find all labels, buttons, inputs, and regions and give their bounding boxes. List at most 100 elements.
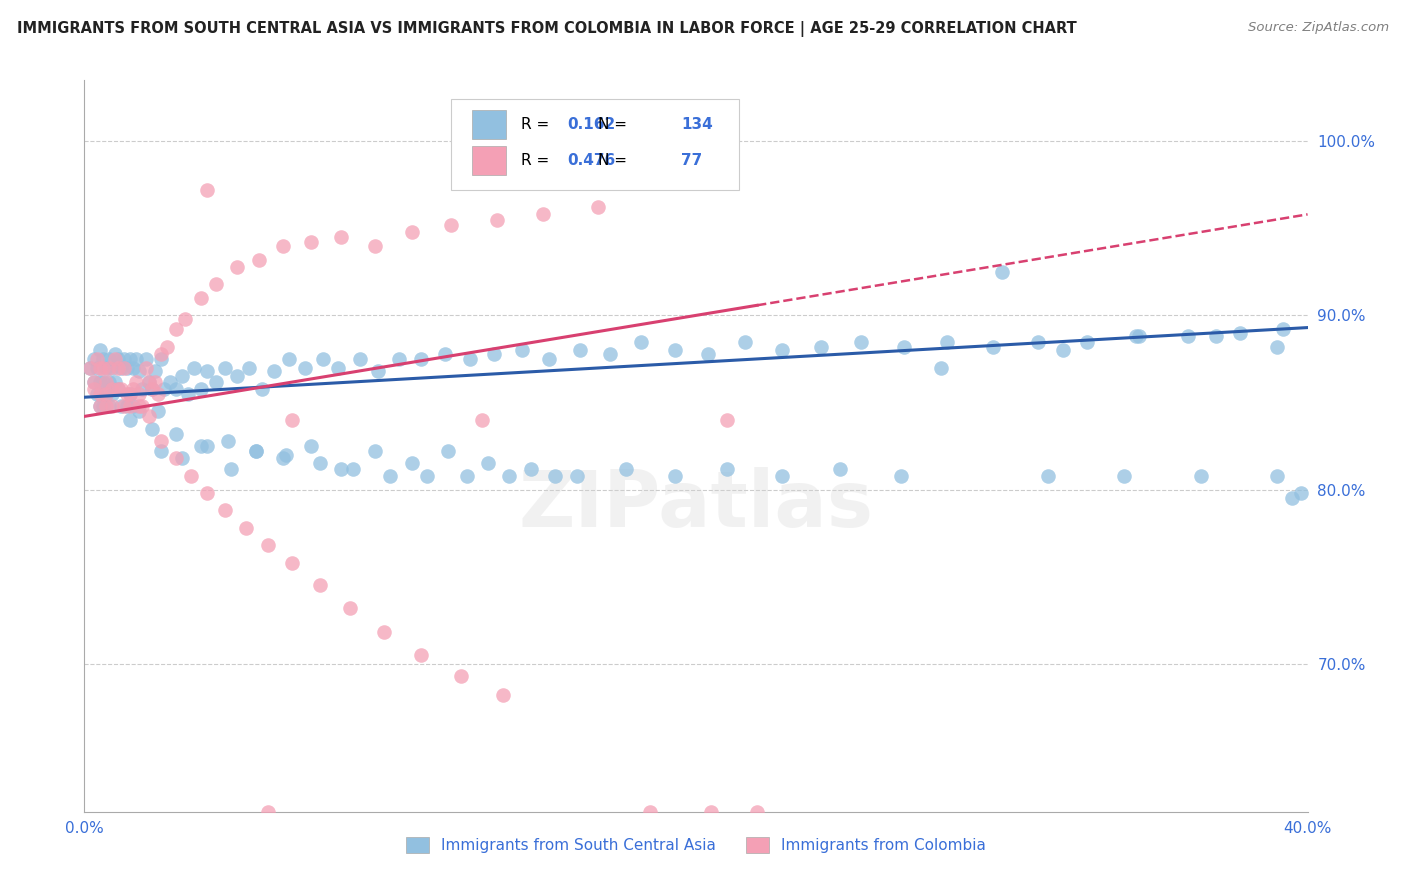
Point — [94, 375, 117, 389]
Point — [482, 347, 505, 361]
Point — [190, 291, 212, 305]
Point — [520, 461, 543, 475]
Point — [149, 444, 172, 458]
Point — [177, 386, 200, 401]
Point — [565, 468, 588, 483]
Text: 77: 77 — [682, 153, 703, 169]
Point — [91, 375, 114, 389]
Point — [107, 382, 129, 396]
Point — [165, 322, 187, 336]
Point — [149, 351, 172, 366]
Point — [700, 805, 723, 819]
Point — [141, 382, 163, 396]
Point — [638, 805, 661, 819]
Point — [339, 601, 361, 615]
Point — [1177, 329, 1199, 343]
Point — [716, 461, 738, 475]
Point — [125, 375, 148, 389]
Point — [89, 399, 111, 413]
Point — [477, 457, 499, 471]
Text: R =: R = — [522, 117, 550, 132]
Point — [94, 386, 117, 401]
Point — [492, 688, 515, 702]
Point — [981, 340, 1004, 354]
Point — [245, 444, 267, 458]
Point — [104, 375, 127, 389]
Point — [110, 382, 132, 396]
Point — [122, 399, 145, 413]
Point — [174, 311, 197, 326]
Point — [531, 207, 554, 221]
Point — [97, 351, 120, 366]
Point — [138, 375, 160, 389]
Point — [183, 360, 205, 375]
Point — [250, 382, 273, 396]
Point — [149, 434, 172, 448]
Point — [143, 364, 166, 378]
Point — [458, 351, 481, 366]
Text: R =: R = — [522, 153, 550, 169]
Point — [538, 351, 561, 366]
Point — [257, 805, 280, 819]
Point — [120, 413, 142, 427]
Point — [342, 461, 364, 475]
Point — [141, 421, 163, 435]
Point — [437, 444, 460, 458]
Point — [165, 382, 187, 396]
Point — [364, 238, 387, 252]
Point — [276, 448, 298, 462]
Point — [91, 399, 114, 413]
Point — [245, 444, 267, 458]
Point — [664, 343, 686, 358]
Point — [614, 461, 637, 475]
Point — [112, 399, 135, 413]
Point — [238, 360, 260, 375]
Point — [195, 486, 218, 500]
Point — [401, 225, 423, 239]
FancyBboxPatch shape — [472, 146, 506, 176]
Point — [91, 351, 114, 366]
Point — [135, 360, 157, 375]
Point — [364, 444, 387, 458]
Point — [330, 230, 353, 244]
Point — [128, 386, 150, 401]
Point — [86, 351, 108, 366]
Point — [101, 399, 124, 413]
Point — [568, 343, 591, 358]
Point — [456, 468, 478, 483]
Point — [135, 351, 157, 366]
Point — [1128, 329, 1150, 343]
Point — [299, 235, 322, 250]
Point — [1036, 468, 1059, 483]
Point — [510, 343, 533, 358]
Point — [110, 360, 132, 375]
Point — [94, 386, 117, 401]
Point — [544, 468, 567, 483]
Point — [195, 364, 218, 378]
Point — [86, 360, 108, 375]
Point — [153, 382, 176, 396]
Point — [190, 439, 212, 453]
Point — [101, 382, 124, 396]
Point — [226, 369, 249, 384]
Point — [599, 347, 621, 361]
Point — [630, 334, 652, 349]
Point — [893, 340, 915, 354]
Point — [450, 669, 472, 683]
Point — [1028, 334, 1050, 349]
FancyBboxPatch shape — [451, 99, 738, 190]
Point — [409, 648, 432, 662]
Point — [440, 218, 463, 232]
Point — [328, 360, 350, 375]
Point — [97, 360, 120, 375]
Point — [935, 334, 957, 349]
Point — [97, 375, 120, 389]
Point — [94, 399, 117, 413]
Point — [180, 468, 202, 483]
Point — [1114, 468, 1136, 483]
Point — [125, 351, 148, 366]
Point — [486, 212, 509, 227]
Point — [107, 360, 129, 375]
Point — [172, 369, 194, 384]
Text: ZIPatlas: ZIPatlas — [519, 467, 873, 542]
